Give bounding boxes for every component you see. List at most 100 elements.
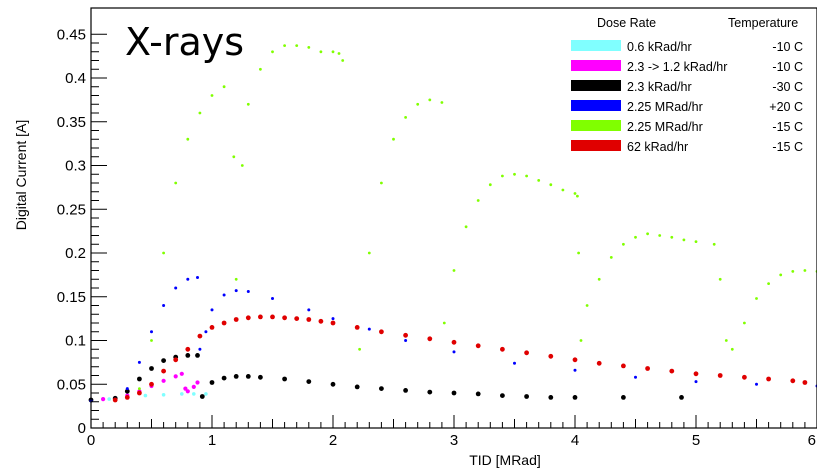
legend-swatch — [571, 80, 621, 91]
data-point — [755, 382, 758, 386]
data-point — [161, 368, 167, 374]
data-point — [585, 304, 589, 307]
data-point — [717, 373, 723, 378]
y-tick-label: 0.3 — [65, 158, 86, 175]
data-point — [162, 304, 166, 307]
data-point — [222, 85, 226, 89]
data-point — [513, 361, 516, 365]
data-point — [524, 394, 529, 399]
data-point — [192, 392, 196, 396]
data-point — [500, 393, 505, 398]
data-point — [452, 350, 456, 354]
data-point — [221, 320, 227, 326]
data-point — [475, 391, 481, 397]
data-point — [404, 339, 408, 342]
data-point — [724, 339, 728, 342]
legend-label: 2.3 -> 1.2 kRad/hr — [627, 60, 727, 74]
data-point — [258, 374, 263, 380]
data-point — [596, 360, 602, 366]
data-point — [513, 172, 516, 176]
data-point — [451, 339, 457, 345]
data-point — [306, 379, 312, 384]
data-point — [259, 67, 262, 71]
data-point — [209, 380, 215, 385]
data-point — [354, 384, 360, 390]
data-point — [403, 332, 408, 338]
data-point — [234, 277, 238, 281]
data-point — [790, 378, 796, 384]
data-point — [183, 386, 188, 391]
data-point — [524, 350, 529, 356]
data-point — [766, 376, 771, 382]
data-point — [670, 235, 674, 239]
data-point — [452, 269, 456, 272]
legend-swatch — [571, 120, 621, 131]
data-point — [779, 273, 783, 277]
data-point — [416, 102, 420, 106]
chart-title: X-rays — [125, 20, 244, 64]
data-point — [577, 251, 580, 255]
data-point — [174, 181, 178, 185]
data-point — [679, 395, 684, 400]
data-point — [319, 50, 323, 54]
data-point — [621, 363, 626, 369]
data-point — [573, 368, 577, 372]
data-point — [488, 183, 492, 187]
data-point — [548, 395, 554, 400]
legend-temperature: +20 C — [769, 100, 803, 114]
legend-box — [560, 12, 814, 182]
data-point — [358, 347, 361, 351]
data-point — [124, 388, 130, 394]
data-point — [258, 314, 263, 320]
data-point — [138, 387, 141, 390]
data-point — [354, 325, 360, 330]
legend-label: 2.3 kRad/hr — [627, 80, 692, 94]
data-point — [718, 277, 722, 281]
data-point — [195, 380, 200, 385]
y-tick-label: 0.45 — [57, 26, 86, 43]
data-point — [198, 347, 202, 351]
data-point — [682, 238, 686, 242]
data-point — [173, 374, 178, 379]
data-point — [191, 384, 196, 389]
data-point — [331, 50, 335, 54]
data-point — [149, 366, 154, 371]
y-tick-label: 0.4 — [65, 70, 86, 87]
data-point — [180, 392, 184, 396]
data-point — [404, 116, 407, 119]
data-point — [210, 308, 214, 312]
data-point — [658, 234, 662, 237]
data-point — [634, 235, 637, 239]
data-point — [669, 368, 675, 374]
data-point — [379, 386, 384, 391]
data-point — [331, 317, 335, 321]
data-point — [379, 329, 384, 335]
data-point — [112, 397, 118, 403]
data-point — [572, 395, 578, 400]
data-point — [204, 392, 208, 396]
data-point — [185, 353, 191, 358]
y-axis-title: Digital Current [A] — [13, 120, 29, 230]
data-point — [197, 333, 203, 339]
y-tick-label: 0.35 — [57, 114, 86, 131]
legend-header-dose-rate: Dose Rate — [597, 16, 656, 30]
data-point — [451, 390, 457, 396]
data-point — [232, 155, 236, 159]
data-point — [245, 374, 251, 379]
data-point — [622, 242, 625, 246]
data-point — [573, 192, 577, 195]
data-point — [199, 394, 205, 399]
x-tick-label: 3 — [450, 432, 458, 449]
data-point — [337, 52, 341, 55]
data-point — [137, 390, 142, 396]
legend-header-temperature: Temperature — [728, 16, 798, 30]
data-point — [246, 290, 250, 293]
data-point — [228, 41, 232, 45]
legend-temperature: -10 C — [772, 40, 803, 54]
data-point — [572, 357, 578, 363]
legend-swatch — [571, 40, 621, 51]
data-point — [475, 343, 481, 349]
data-point — [767, 282, 770, 285]
data-point — [561, 188, 565, 192]
